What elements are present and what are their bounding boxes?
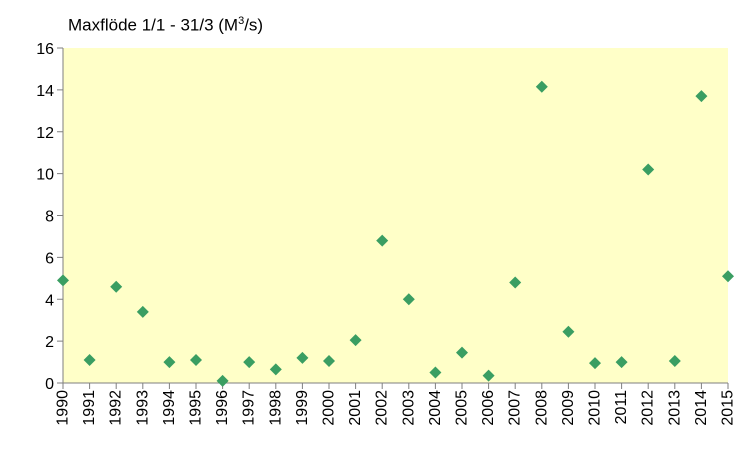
x-tick-label: 2010 bbox=[587, 390, 604, 426]
y-tick-label: 12 bbox=[36, 125, 54, 142]
data-point-2010 bbox=[589, 357, 601, 370]
chart-title: Maxflöde 1/1 - 31/3 (M3/s) bbox=[68, 15, 263, 36]
data-point-2008 bbox=[535, 80, 548, 93]
data-point-2003 bbox=[402, 293, 415, 306]
data-point-1994 bbox=[163, 356, 176, 369]
data-point-1997 bbox=[243, 356, 256, 369]
x-tick-label: 1994 bbox=[161, 390, 178, 426]
x-tick-label: 1995 bbox=[188, 390, 205, 426]
data-point-1999 bbox=[296, 351, 309, 364]
data-point-2005 bbox=[456, 346, 468, 359]
x-tick-label: 2012 bbox=[640, 390, 657, 426]
x-tick-label: 2008 bbox=[533, 390, 550, 426]
x-tick-label: 2002 bbox=[374, 390, 391, 426]
chart-title-superscript: 3 bbox=[238, 15, 245, 27]
data-points bbox=[57, 80, 734, 387]
plot-area bbox=[63, 48, 728, 383]
y-tick-label: 0 bbox=[45, 376, 54, 393]
data-point-2000 bbox=[323, 355, 335, 368]
data-point-1990 bbox=[57, 274, 69, 287]
y-axis: 0 2 4 6 8 10 12 14 16 bbox=[36, 41, 64, 393]
x-tick-label: 2014 bbox=[693, 390, 710, 426]
x-tick-label: 2013 bbox=[666, 390, 683, 426]
data-point-1995 bbox=[190, 353, 202, 366]
x-tick-label: 2005 bbox=[454, 390, 471, 426]
data-point-2015 bbox=[722, 270, 734, 283]
data-point-2014 bbox=[695, 90, 708, 103]
x-tick-label: 2004 bbox=[427, 390, 444, 426]
x-tick-label: 1993 bbox=[134, 390, 151, 426]
x-tick-label: 2006 bbox=[480, 390, 497, 426]
x-tick-label: 2011 bbox=[613, 390, 630, 425]
x-tick-label: 2009 bbox=[560, 390, 577, 426]
x-tick-label: 1999 bbox=[294, 390, 311, 426]
x-tick-label: 2007 bbox=[507, 390, 524, 426]
data-point-1996 bbox=[216, 374, 229, 387]
x-tick-label: 1991 bbox=[81, 390, 98, 426]
y-tick-label: 8 bbox=[45, 209, 54, 226]
x-tick-label: 1992 bbox=[108, 390, 125, 426]
y-tick-label: 6 bbox=[45, 250, 54, 267]
chart-title-unit: /s) bbox=[244, 15, 264, 35]
data-point-1992 bbox=[110, 280, 123, 293]
y-tick-label: 16 bbox=[36, 41, 54, 58]
data-point-2007 bbox=[509, 276, 522, 289]
data-point-2011 bbox=[615, 356, 628, 369]
y-tick-label: 10 bbox=[36, 167, 54, 184]
data-point-1991 bbox=[83, 353, 96, 366]
data-point-2009 bbox=[562, 325, 575, 338]
x-tick-label: 2015 bbox=[720, 390, 737, 426]
data-point-2012 bbox=[642, 163, 655, 176]
x-tick-label: 2000 bbox=[321, 390, 338, 426]
data-point-2013 bbox=[668, 355, 681, 368]
y-tick-label: 4 bbox=[45, 292, 54, 309]
y-tick-label: 14 bbox=[36, 83, 54, 100]
x-tick-label: 2001 bbox=[347, 390, 364, 426]
x-tick-label: 1997 bbox=[241, 390, 258, 426]
x-tick-label: 1996 bbox=[214, 390, 231, 426]
data-point-2004 bbox=[429, 366, 442, 379]
x-tick-label: 1998 bbox=[267, 390, 284, 426]
data-point-2001 bbox=[349, 334, 362, 347]
data-point-1993 bbox=[136, 305, 149, 318]
chart-title-main: Maxflöde 1/1 - 31/3 (M bbox=[68, 15, 239, 35]
x-axis: 1990 1991 1992 1993 1994 1995 1996 1997 1998 1999… bbox=[55, 382, 737, 426]
x-tick-label: 1990 bbox=[55, 390, 72, 426]
data-point-2006 bbox=[482, 369, 495, 382]
x-tick-label: 2003 bbox=[400, 390, 417, 426]
data-point-2002 bbox=[376, 234, 389, 247]
y-tick-label: 2 bbox=[45, 334, 54, 351]
data-point-1998 bbox=[269, 363, 282, 376]
